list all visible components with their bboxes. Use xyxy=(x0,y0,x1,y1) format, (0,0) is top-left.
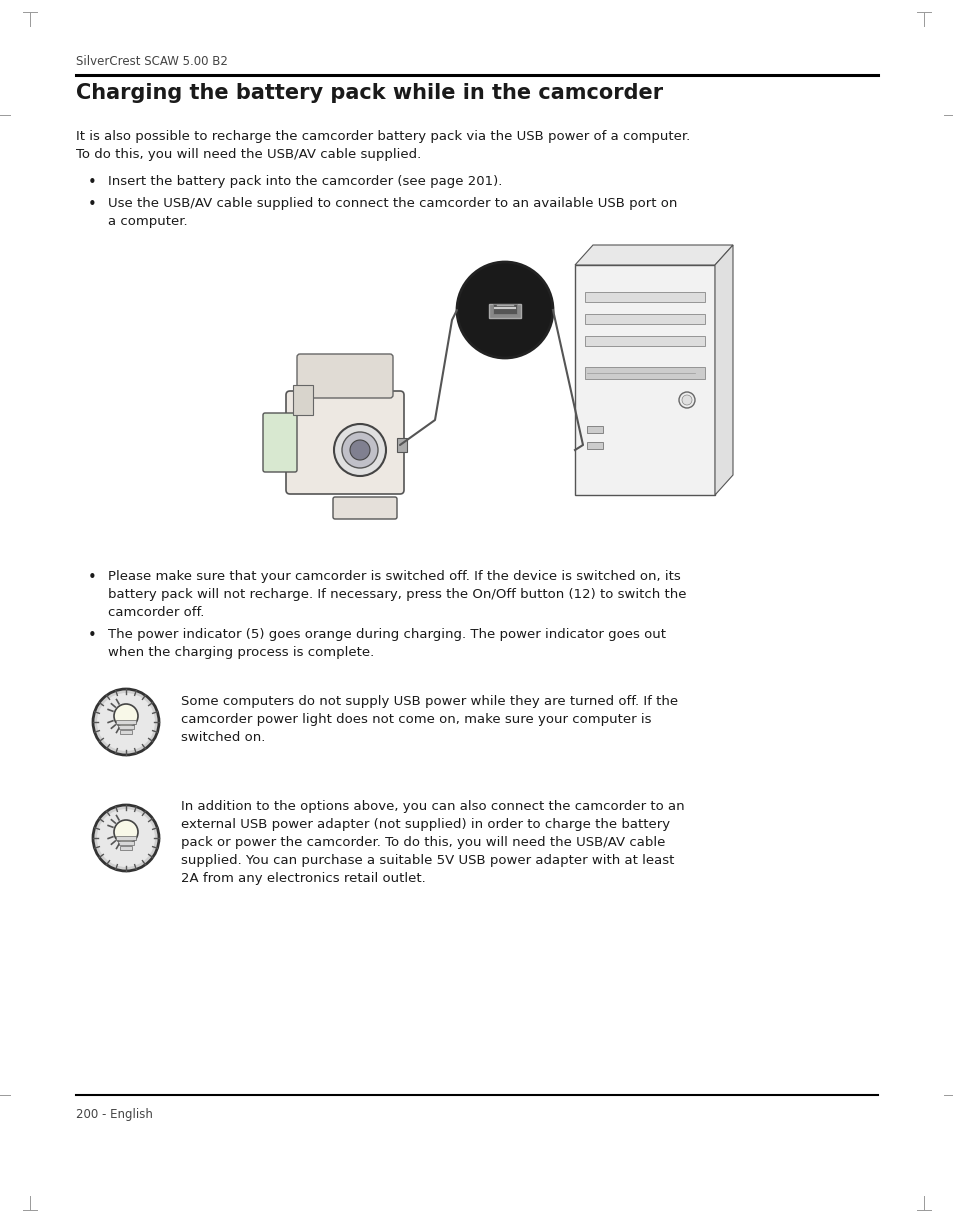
Text: •: • xyxy=(88,197,96,211)
Text: camcorder off.: camcorder off. xyxy=(108,606,204,620)
Bar xyxy=(120,846,132,851)
Text: pack or power the camcorder. To do this, you will need the USB/AV cable: pack or power the camcorder. To do this,… xyxy=(181,836,664,849)
FancyBboxPatch shape xyxy=(263,413,296,472)
Bar xyxy=(293,385,313,415)
Text: when the charging process is complete.: when the charging process is complete. xyxy=(108,646,374,659)
Circle shape xyxy=(97,809,154,866)
Text: It is also possible to recharge the camcorder battery pack via the USB power of : It is also possible to recharge the camc… xyxy=(76,130,690,143)
Text: •: • xyxy=(88,175,96,189)
Circle shape xyxy=(334,424,386,477)
Text: To do this, you will need the USB/AV cable supplied.: To do this, you will need the USB/AV cab… xyxy=(76,148,421,161)
Text: Use the USB/AV cable supplied to connect the camcorder to an available USB port : Use the USB/AV cable supplied to connect… xyxy=(108,197,677,210)
Circle shape xyxy=(92,689,159,755)
Bar xyxy=(493,304,517,314)
Bar xyxy=(584,367,704,379)
Bar xyxy=(118,725,133,730)
Circle shape xyxy=(679,392,695,408)
Bar xyxy=(489,304,520,318)
Circle shape xyxy=(681,395,691,404)
Bar xyxy=(396,437,407,452)
FancyBboxPatch shape xyxy=(333,497,396,519)
Bar xyxy=(584,336,704,346)
Polygon shape xyxy=(714,244,732,495)
Circle shape xyxy=(113,704,138,728)
Circle shape xyxy=(97,693,154,752)
Text: switched on.: switched on. xyxy=(181,731,265,744)
Bar xyxy=(120,730,132,734)
Text: external USB power adapter (not supplied) in order to charge the battery: external USB power adapter (not supplied… xyxy=(181,818,669,831)
Text: 2A from any electronics retail outlet.: 2A from any electronics retail outlet. xyxy=(181,873,425,885)
Polygon shape xyxy=(575,244,732,265)
Text: supplied. You can purchase a suitable 5V USB power adapter with at least: supplied. You can purchase a suitable 5V… xyxy=(181,854,674,866)
Circle shape xyxy=(92,805,159,871)
Circle shape xyxy=(456,262,553,358)
Text: a computer.: a computer. xyxy=(108,215,188,229)
Text: Some computers do not supply USB power while they are turned off. If the: Some computers do not supply USB power w… xyxy=(181,695,678,708)
Bar xyxy=(586,426,602,433)
Circle shape xyxy=(113,820,138,844)
FancyBboxPatch shape xyxy=(286,391,403,494)
Text: •: • xyxy=(88,569,96,585)
Bar xyxy=(575,265,714,495)
Text: •: • xyxy=(88,628,96,643)
Circle shape xyxy=(341,433,377,468)
FancyBboxPatch shape xyxy=(296,354,393,398)
Bar xyxy=(116,720,136,723)
Text: Insert the battery pack into the camcorder (see page 201).: Insert the battery pack into the camcord… xyxy=(108,175,502,188)
Bar xyxy=(118,841,133,844)
Text: In addition to the options above, you can also connect the camcorder to an: In addition to the options above, you ca… xyxy=(181,800,684,813)
Text: The power indicator (5) goes orange during charging. The power indicator goes ou: The power indicator (5) goes orange duri… xyxy=(108,628,665,642)
Text: battery pack will not recharge. If necessary, press the On/Off button (12) to sw: battery pack will not recharge. If neces… xyxy=(108,588,686,601)
Text: Please make sure that your camcorder is switched off. If the device is switched : Please make sure that your camcorder is … xyxy=(108,569,680,583)
Text: SilverCrest SCAW 5.00 B2: SilverCrest SCAW 5.00 B2 xyxy=(76,55,228,68)
Bar xyxy=(584,314,704,324)
Circle shape xyxy=(350,440,370,459)
Bar xyxy=(116,836,136,840)
Text: Charging the battery pack while in the camcorder: Charging the battery pack while in the c… xyxy=(76,83,662,103)
Text: 200 - English: 200 - English xyxy=(76,1108,152,1121)
Bar xyxy=(586,442,602,448)
Text: camcorder power light does not come on, make sure your computer is: camcorder power light does not come on, … xyxy=(181,712,651,726)
Bar xyxy=(584,292,704,302)
